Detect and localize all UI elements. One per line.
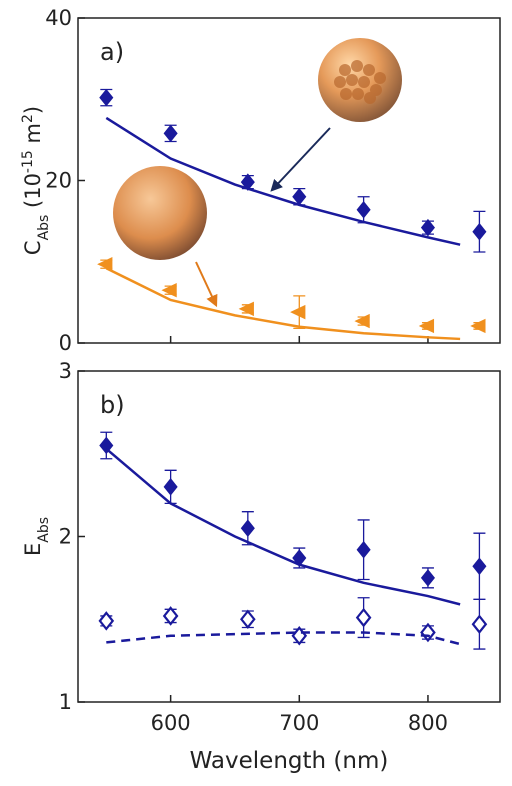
marker	[472, 557, 487, 576]
y-axis-label: EAbs	[21, 517, 52, 556]
particle-solid	[113, 166, 207, 260]
arrow	[270, 127, 331, 192]
marker	[471, 614, 488, 634]
marker	[238, 301, 254, 317]
y-axis-label-part: Abs	[36, 215, 52, 241]
y-axis-label-part: E	[21, 543, 45, 556]
y-axis-label-part: m	[21, 123, 45, 150]
y-axis-label-part: Abs	[36, 517, 52, 543]
marker	[420, 218, 435, 237]
line	[105, 116, 461, 246]
marker	[472, 222, 487, 241]
illustrations	[113, 38, 402, 308]
panel-label: b)	[100, 391, 125, 419]
marker	[162, 606, 179, 626]
marker	[354, 313, 370, 329]
marker	[97, 257, 113, 272]
plot-frame	[77, 370, 501, 703]
marker	[240, 609, 256, 630]
line	[105, 267, 461, 341]
y-tick-label: 40	[45, 6, 72, 30]
marker	[356, 200, 371, 219]
panel-label: a)	[100, 38, 124, 66]
marker	[420, 622, 436, 643]
y-axis-label: CAbs (10-15 m2)	[20, 106, 52, 255]
marker	[240, 173, 255, 191]
line	[106, 631, 461, 646]
marker	[470, 318, 486, 334]
marker	[163, 478, 178, 496]
marker	[240, 519, 255, 538]
y-tick-label: 2	[59, 525, 72, 549]
marker	[356, 540, 371, 559]
y-axis-label-part: C	[21, 240, 45, 255]
marker	[291, 626, 308, 646]
y-axis-label-part: -15	[20, 150, 36, 173]
x-tick-label: 800	[408, 711, 448, 735]
line	[105, 447, 461, 606]
marker	[161, 283, 177, 298]
y-tick-label: 3	[59, 359, 72, 383]
y-axis-label-part: (10	[21, 173, 45, 215]
x-tick-label: 600	[151, 711, 191, 735]
marker	[98, 611, 115, 631]
y-tick-label: 20	[45, 169, 72, 193]
cluster-beads	[334, 60, 386, 104]
marker	[420, 569, 435, 587]
y-axis-label-part: 2	[20, 114, 36, 123]
marker	[99, 436, 114, 455]
x-axis-label: Wavelength (nm)	[190, 748, 389, 774]
x-tick-label: 700	[279, 711, 319, 735]
marker	[355, 607, 372, 628]
y-tick-label: 0	[59, 331, 72, 355]
marker	[290, 304, 306, 320]
marker	[418, 318, 435, 334]
marker	[99, 88, 114, 107]
y-tick-label: 1	[59, 690, 72, 714]
marker	[163, 124, 178, 143]
y-axis-label-part: )	[21, 106, 45, 114]
arrow	[195, 261, 218, 308]
